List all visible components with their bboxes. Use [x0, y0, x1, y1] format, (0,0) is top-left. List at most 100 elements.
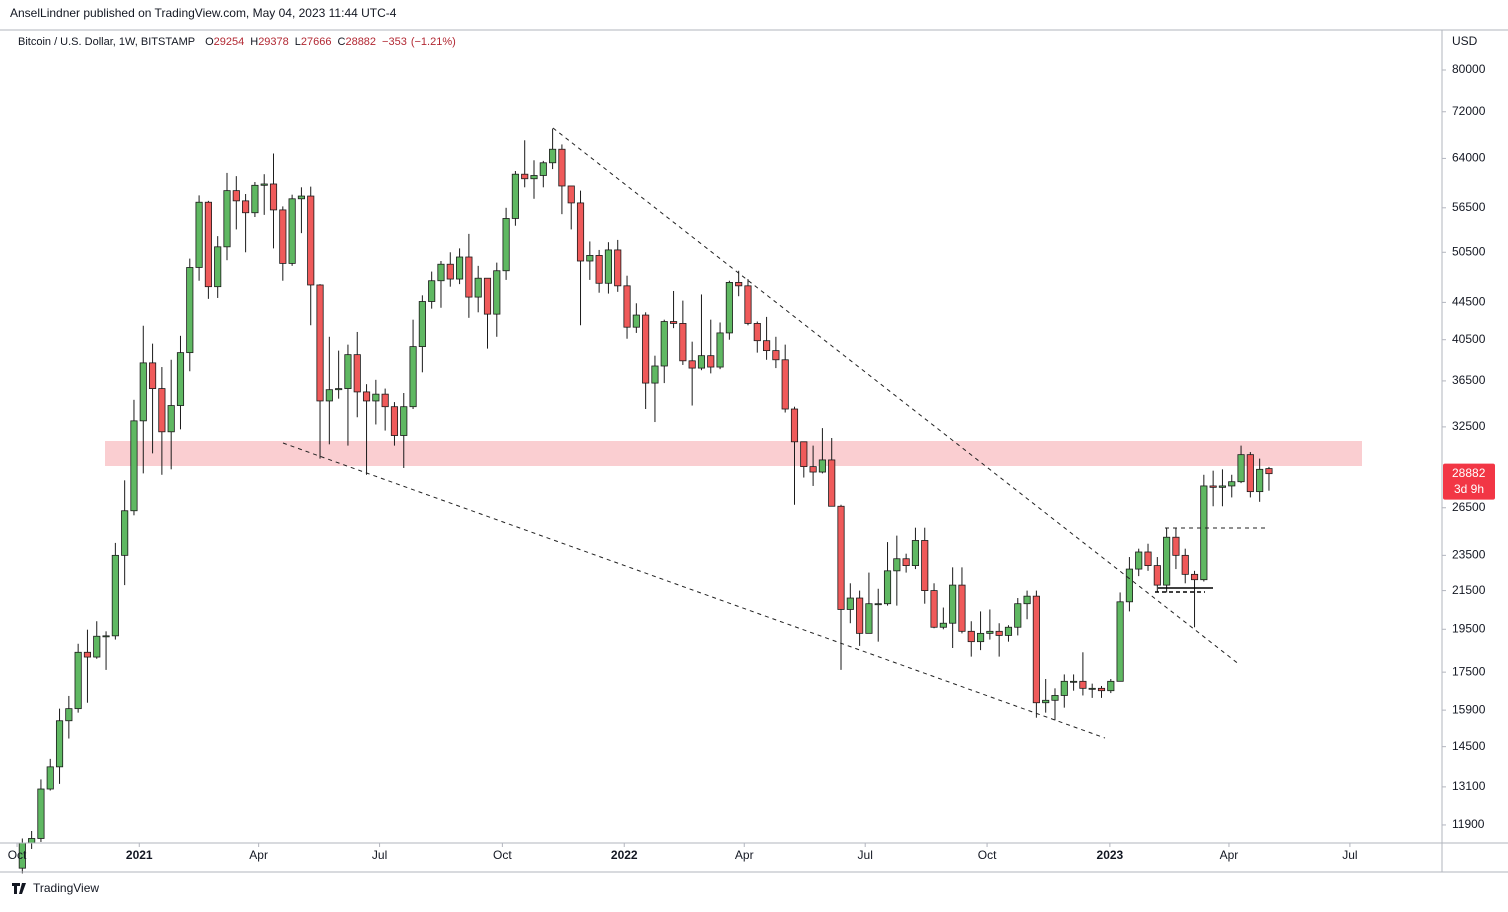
candle-body — [111, 554, 119, 637]
candles — [18, 128, 1273, 874]
legend-change-pct: (−1.21%) — [411, 36, 456, 48]
candle-body — [911, 540, 920, 567]
candle-body — [93, 635, 101, 658]
candle-body — [130, 420, 138, 512]
y-tick-label: 11900 — [1452, 817, 1485, 831]
candle-body — [763, 340, 771, 352]
candle-body — [1246, 454, 1254, 493]
candle-body — [995, 630, 1003, 636]
x-tick-label: Apr — [735, 848, 754, 862]
candle-body — [967, 630, 975, 643]
candle-body — [297, 195, 305, 200]
candle-body — [1107, 680, 1115, 692]
candle-body — [809, 466, 817, 473]
candle-body — [465, 256, 473, 298]
candle-body — [372, 393, 380, 402]
candle-body — [121, 510, 129, 556]
y-tick-label: 32500 — [1452, 419, 1486, 433]
candle-body — [46, 766, 54, 790]
price-tag — [1443, 463, 1495, 500]
legend-ohlc-value: 27666 — [301, 36, 332, 48]
candle-body — [1088, 687, 1096, 690]
candle-body — [595, 255, 603, 284]
candle-body — [1135, 551, 1143, 570]
candle-body — [725, 282, 733, 334]
candle-body — [539, 162, 547, 176]
candle-body — [232, 190, 240, 202]
candle-body — [1004, 626, 1013, 636]
y-tick-label: 14500 — [1452, 739, 1486, 753]
candle-body — [269, 183, 278, 211]
candle-body — [846, 597, 854, 610]
legend-change: −353 — [382, 36, 407, 48]
candle-body — [316, 284, 324, 402]
candle-body — [567, 185, 575, 204]
footer-brand: TradingView — [33, 881, 99, 895]
candle-body — [102, 635, 110, 638]
publisher-header: AnselLindner published on TradingView.co… — [10, 6, 397, 20]
candle-body — [1079, 680, 1087, 689]
candle-body — [772, 350, 780, 361]
candle-body — [1116, 601, 1124, 682]
y-tick-label: 17500 — [1452, 664, 1486, 678]
y-tick-label: 13100 — [1452, 779, 1486, 793]
candle-body — [530, 175, 538, 180]
candle-body — [856, 597, 864, 634]
candle-body — [781, 359, 789, 410]
candle-body — [921, 540, 929, 591]
legend-ohlc-label: H — [250, 36, 258, 48]
x-tick-label: Apr — [1220, 848, 1239, 862]
candle-body — [1181, 554, 1189, 575]
y-tick-label: 15900 — [1452, 702, 1486, 716]
candle-body — [549, 148, 557, 164]
candle-body — [883, 570, 892, 605]
candle-body — [1200, 485, 1208, 581]
candle-body — [558, 148, 566, 187]
currency-label: USD — [1452, 34, 1478, 48]
candle-body — [353, 354, 361, 393]
candle-body — [930, 590, 938, 628]
candle-body — [260, 183, 268, 186]
candle-body — [139, 362, 147, 422]
candle-body — [939, 622, 947, 628]
y-tick-label: 36500 — [1452, 373, 1486, 387]
candle-body — [753, 323, 761, 342]
candle-body — [1265, 468, 1273, 475]
x-tick-label: Oct — [493, 848, 512, 862]
candle-body — [344, 354, 352, 389]
candle-body — [790, 408, 799, 443]
candle-body — [37, 788, 45, 839]
candle-body — [902, 558, 910, 567]
candle-body — [400, 406, 408, 436]
x-tick-label: Apr — [249, 848, 268, 862]
candle-body — [707, 355, 715, 368]
candle-body — [818, 459, 826, 473]
resistance-zone — [105, 441, 1362, 466]
candle-body — [1023, 595, 1031, 605]
candle-body — [1172, 536, 1180, 556]
candle-body — [195, 201, 203, 268]
y-tick-label: 26500 — [1452, 500, 1486, 514]
legend-ohlc-value: 29378 — [258, 36, 289, 48]
candle-body — [679, 323, 687, 362]
plot-area — [0, 30, 1442, 843]
candle-body — [381, 393, 389, 408]
candle-body — [976, 632, 985, 643]
candle-body — [362, 391, 371, 402]
candle-body — [716, 332, 724, 368]
legend-title: Bitcoin / U.S. Dollar, 1W, BITSTAMP — [18, 36, 195, 48]
candle-body — [1153, 565, 1161, 586]
candle-body — [1032, 595, 1040, 704]
x-tick-label: 2021 — [126, 848, 153, 862]
candle-body — [186, 267, 194, 354]
candle-body — [744, 285, 752, 324]
candle-body — [158, 388, 166, 433]
candle-body — [437, 263, 445, 282]
candle-body — [837, 505, 845, 610]
y-tick-label: 56500 — [1452, 200, 1486, 214]
y-tick-label: 64000 — [1452, 151, 1486, 165]
candle-body — [251, 184, 259, 214]
candle-body — [651, 365, 659, 384]
candle-body — [660, 321, 668, 367]
candle-body — [586, 255, 594, 262]
